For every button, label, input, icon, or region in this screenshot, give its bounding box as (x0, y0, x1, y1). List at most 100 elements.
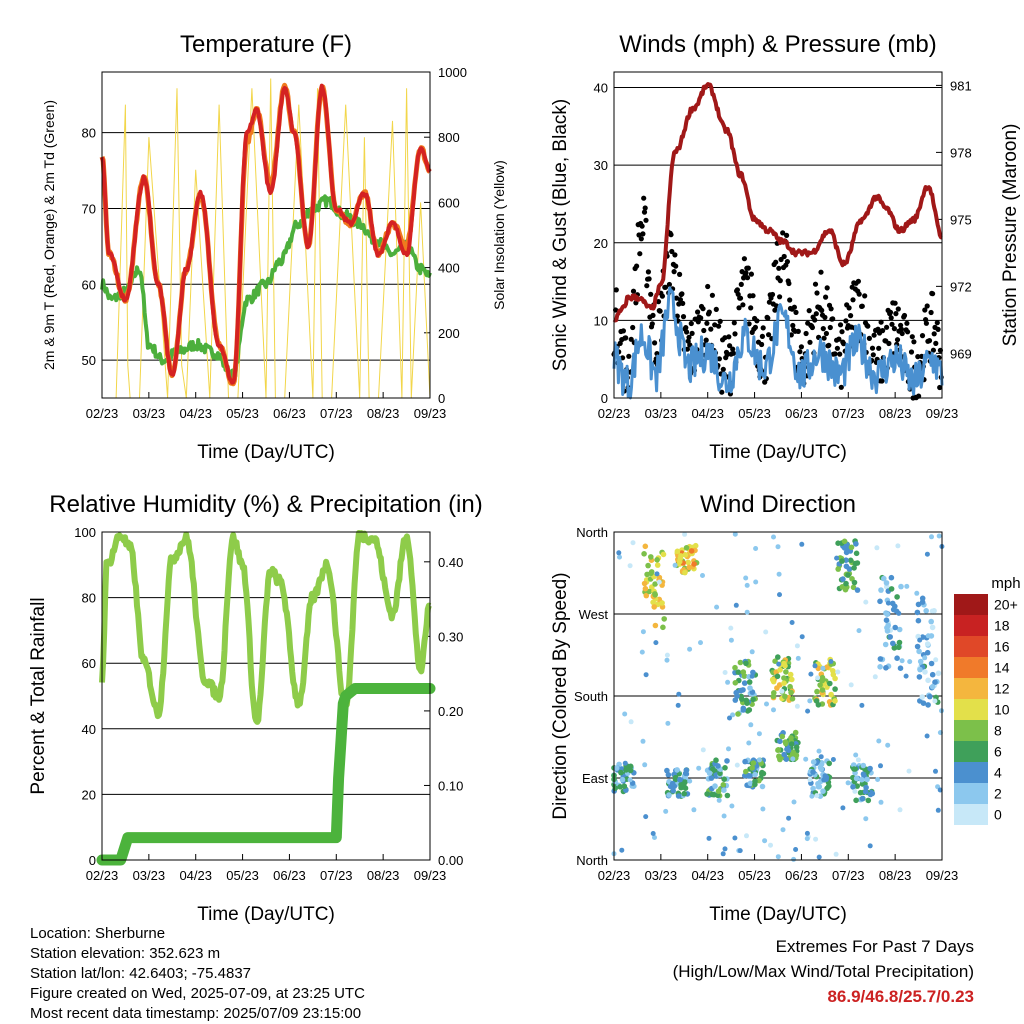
direction-point (790, 749, 796, 756)
direction-point (753, 546, 759, 551)
direction-point (781, 680, 787, 686)
x-tick-label: 07/23 (832, 406, 865, 421)
direction-point (914, 590, 920, 596)
gust-point (888, 315, 894, 321)
gust-point (746, 321, 752, 327)
direction-point (830, 757, 836, 762)
direction-point (867, 843, 873, 849)
gust-point (901, 312, 908, 319)
direction-point (781, 675, 787, 681)
direction-point (661, 616, 667, 622)
y-axis-right-label: Station Pressure (Maroon) (1000, 124, 1021, 347)
gust-point (893, 311, 899, 317)
gust-point (879, 378, 885, 384)
gust-point (734, 287, 741, 293)
gust-point (634, 263, 640, 269)
panel-3: Relative Humidity (%) & Precipitation (i… (28, 491, 483, 925)
direction-point (652, 591, 658, 597)
direction-point (878, 587, 884, 593)
direction-point (883, 617, 890, 623)
direction-point (740, 669, 747, 675)
direction-point (889, 600, 896, 607)
direction-point (735, 711, 741, 717)
direction-point (698, 640, 703, 646)
gust-point (795, 328, 801, 334)
gust-point (919, 333, 926, 339)
y-tick-label: 80 (82, 591, 96, 606)
gust-point (760, 325, 766, 331)
direction-point (741, 680, 748, 686)
direction-point (782, 693, 788, 700)
y-axis-label: 2m & 9m T (Red, Orange) & 2m Td (Green) (41, 100, 57, 370)
legend-label: 2 (994, 786, 1002, 802)
gust-point (722, 335, 728, 341)
direction-point (747, 685, 753, 691)
x-axis-label: Time (Day/UTC) (709, 904, 847, 925)
direction-point (618, 769, 624, 776)
direction-point (641, 580, 648, 587)
legend-swatch (954, 594, 988, 615)
gust-point (659, 293, 666, 299)
direction-point (897, 665, 904, 671)
gust-point (784, 259, 791, 265)
direction-point (643, 592, 650, 599)
direction-point (864, 776, 870, 783)
gust-point (644, 283, 650, 289)
direction-point (691, 561, 697, 567)
direction-point (925, 633, 931, 639)
gust-point (676, 301, 682, 307)
y-axis-label: Percent & Total Rainfall (28, 597, 49, 794)
direction-point (853, 797, 859, 804)
panel-2: Winds (mph) & Pressure (mb) Time (Day/UTC… (550, 31, 1021, 463)
direction-point (756, 757, 762, 763)
gust-point (730, 346, 736, 352)
direction-point (674, 767, 680, 773)
y-tick-label: 80 (82, 126, 96, 141)
direction-point (850, 762, 857, 768)
direction-point (746, 773, 752, 779)
direction-point (786, 815, 792, 821)
direction-point (828, 691, 834, 698)
direction-point (622, 711, 628, 717)
direction-point (929, 683, 936, 690)
direction-point (790, 756, 796, 762)
legend-label: 18 (994, 618, 1010, 634)
direction-point (722, 765, 728, 771)
y-right-tick-label: 600 (438, 195, 460, 210)
direction-point (896, 644, 902, 651)
gust-point (726, 334, 732, 340)
gust-point (924, 303, 930, 309)
direction-point (877, 656, 884, 662)
direction-point (645, 562, 651, 569)
direction-point (627, 563, 633, 569)
direction-point (795, 655, 801, 661)
direction-point (851, 565, 857, 571)
x-tick-label: 05/23 (738, 406, 771, 421)
direction-point (924, 551, 930, 557)
y-axis-label: Sonic Wind & Gust (Blue, Black) (550, 99, 571, 371)
direction-point (720, 851, 726, 857)
direction-point (737, 659, 744, 666)
direction-point (744, 833, 749, 839)
legend-swatch (954, 741, 988, 762)
direction-point (714, 604, 720, 610)
gust-point (652, 340, 658, 346)
direction-point (835, 566, 841, 572)
x-tick-label: 04/23 (691, 868, 724, 883)
legend-swatch (954, 804, 988, 825)
direction-point (721, 776, 727, 782)
direction-point (818, 754, 824, 760)
direction-point (775, 854, 781, 860)
legend-label: 10 (994, 702, 1010, 718)
direction-point (617, 554, 622, 560)
direction-point (816, 748, 822, 754)
direction-point (627, 777, 633, 783)
gust-point (623, 335, 629, 341)
gust-point (880, 328, 886, 334)
direction-point (845, 780, 851, 786)
direction-point (660, 624, 666, 631)
direction-point (777, 667, 783, 673)
direction-point (706, 770, 713, 776)
gust-point (636, 232, 642, 238)
gust-point (784, 232, 790, 238)
